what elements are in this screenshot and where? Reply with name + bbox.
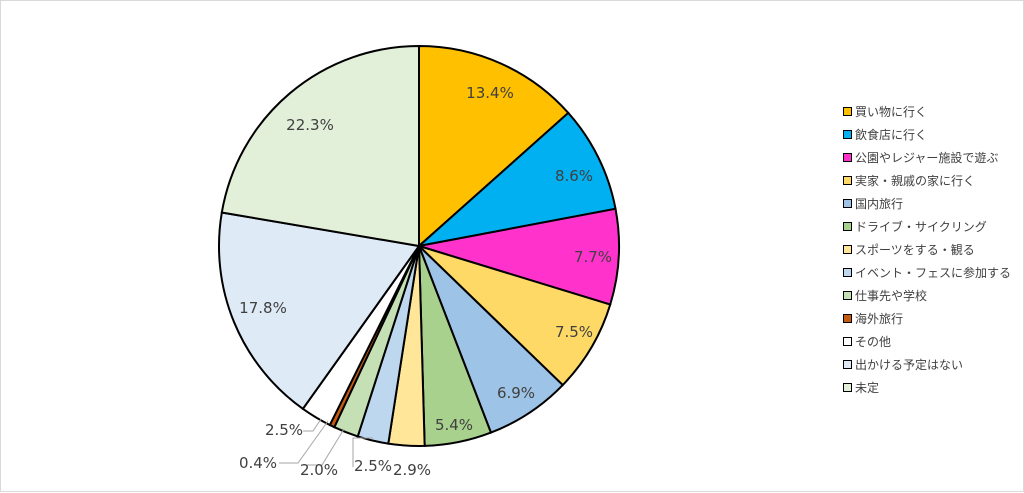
data-label: 2.5% <box>265 421 303 439</box>
data-label: 6.9% <box>497 384 535 402</box>
legend-item: 未定 <box>843 376 1023 399</box>
legend-item: 出かける予定はない <box>843 353 1023 376</box>
legend-swatch <box>843 153 852 162</box>
legend-item: 仕事先や学校 <box>843 284 1023 307</box>
data-label: 2.0% <box>300 461 338 479</box>
legend-label: 公園やレジャー施設で遊ぶ <box>855 151 999 165</box>
legend-item: 飲食店に行く <box>843 123 1023 146</box>
leader-line <box>301 428 345 466</box>
data-label: 8.6% <box>555 167 593 185</box>
legend-item: その他 <box>843 330 1023 353</box>
legend-label: 買い物に行く <box>855 105 928 119</box>
legend-label: 仕事先や学校 <box>855 289 928 303</box>
leader-line <box>303 418 322 432</box>
legend-label: 実家・親戚の家に行く <box>855 174 976 188</box>
pie-slice <box>218 211 421 411</box>
data-label: 22.3% <box>286 116 334 134</box>
data-label: 5.4% <box>435 416 473 434</box>
legend-swatch <box>843 176 852 185</box>
legend-item: 国内旅行 <box>843 192 1023 215</box>
data-labels: 13.4%8.6%7.7%7.5%6.9%5.4%2.9%2.5%2.0%0.4… <box>239 84 612 479</box>
data-label: 13.4% <box>466 84 514 102</box>
pie-slices <box>218 44 620 447</box>
legend-swatch <box>843 383 852 392</box>
legend-swatch <box>843 314 852 323</box>
leader-line <box>352 437 373 467</box>
legend-swatch <box>843 107 852 116</box>
legend-label: 飲食店に行く <box>855 128 928 142</box>
leader-lines <box>279 418 373 467</box>
legend-item: 公園やレジャー施設で遊ぶ <box>843 146 1023 169</box>
legend-label: イベント・フェスに参加する <box>855 266 1012 280</box>
pie-slice <box>418 44 570 249</box>
legend-swatch <box>843 337 852 346</box>
pie-slice <box>415 111 617 248</box>
legend-swatch <box>843 291 852 300</box>
data-label: 7.5% <box>555 323 593 341</box>
pie-slice <box>418 207 620 306</box>
legend-item: イベント・フェスに参加する <box>843 261 1023 284</box>
legend-label: ドライブ・サイクリング <box>855 220 987 234</box>
data-label: 0.4% <box>239 454 277 472</box>
legend-item: 海外旅行 <box>843 307 1023 330</box>
data-label: 2.5% <box>354 457 392 475</box>
legend-swatch <box>843 130 852 139</box>
legend-label: 海外旅行 <box>855 312 904 326</box>
legend-item: 実家・親戚の家に行く <box>843 169 1023 192</box>
legend-label: 未定 <box>855 381 880 395</box>
legend-label: 国内旅行 <box>855 197 904 211</box>
legend-swatch <box>843 245 852 254</box>
legend-label: スポーツをする・観る <box>855 243 975 257</box>
legend-swatch <box>843 268 852 277</box>
legend-item: スポーツをする・観る <box>843 238 1023 261</box>
data-label: 7.7% <box>574 248 612 266</box>
legend-item: ドライブ・サイクリング <box>843 215 1023 238</box>
legend: 買い物に行く 飲食店に行く公園やレジャー施設で遊ぶ 実家・親戚の家に行く 国内旅行ドラ… <box>843 100 1023 399</box>
legend-label: 出かける予定はない <box>855 358 964 372</box>
pie-slice <box>220 44 420 248</box>
pie-slice <box>418 245 612 387</box>
legend-label: その他 <box>855 335 892 349</box>
data-label: 17.8% <box>239 299 287 317</box>
legend-swatch <box>843 360 852 369</box>
data-label: 2.9% <box>393 461 431 479</box>
leader-line <box>279 420 329 464</box>
legend-item: 買い物に行く <box>843 100 1023 123</box>
legend-swatch <box>843 199 852 208</box>
legend-swatch <box>843 222 852 231</box>
